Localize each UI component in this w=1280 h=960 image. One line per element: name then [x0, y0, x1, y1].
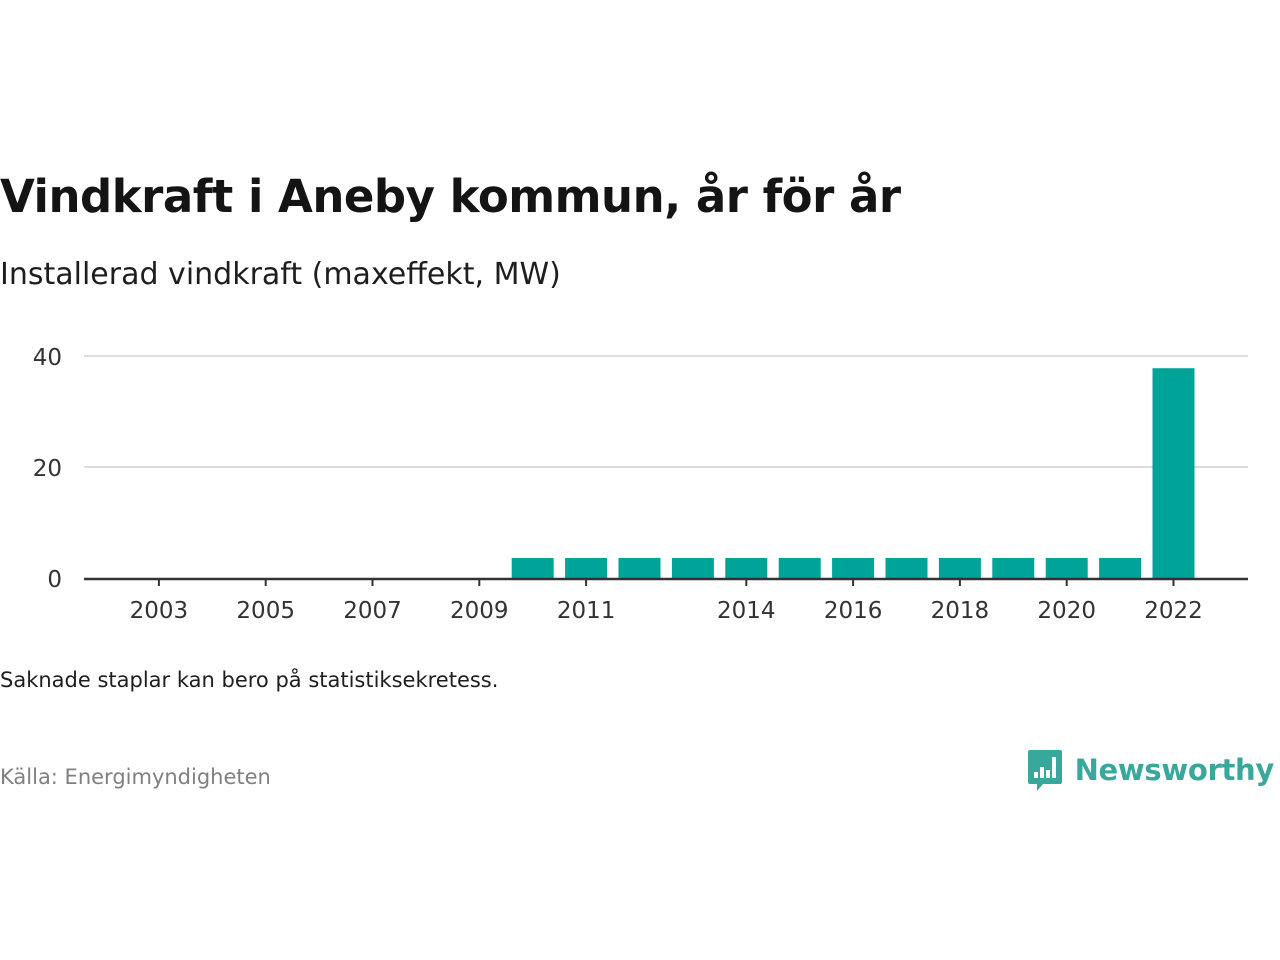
bars — [511, 368, 1195, 578]
bar-2015 — [778, 558, 821, 578]
x-tick-label: 2022 — [1144, 598, 1203, 624]
bar-2014 — [725, 558, 768, 578]
x-tick-label: 2018 — [931, 598, 990, 624]
bar-2021 — [1099, 558, 1142, 578]
chart-subtitle: Installerad vindkraft (maxeffekt, MW) — [0, 257, 561, 292]
x-tick-label: 2016 — [824, 598, 883, 624]
source-label: Källa: Energimyndigheten — [0, 765, 271, 789]
x-tick-label: 2009 — [450, 598, 509, 624]
x-tick-label: 2011 — [557, 598, 616, 624]
x-tick-label: 2020 — [1037, 598, 1096, 624]
x-tick-label: 2003 — [130, 598, 189, 624]
y-tick-label: 20 — [33, 456, 62, 482]
bar-2019 — [992, 558, 1035, 578]
bar-2018 — [938, 558, 981, 578]
newsworthy-logo-icon — [1027, 750, 1062, 791]
x-tick-label: 2005 — [236, 598, 295, 624]
y-axis-ticks: 0 20 40 — [33, 345, 62, 593]
brand-name: Newsworthy — [1074, 753, 1275, 787]
x-tick-label: 2007 — [343, 598, 402, 624]
bar-2012 — [618, 558, 661, 578]
x-tick-label: 2014 — [717, 598, 776, 624]
chart-title: Vindkraft i Aneby kommun, år för år — [0, 170, 901, 223]
bar-2011 — [565, 558, 608, 578]
footnote: Saknade staplar kan bero på statistiksek… — [0, 668, 499, 692]
grid-lines — [84, 355, 1248, 468]
bar-2022 — [1152, 368, 1195, 578]
y-tick-label: 40 — [33, 345, 62, 371]
bar-2017 — [885, 558, 928, 578]
bar-2016 — [832, 558, 875, 578]
bar-2020 — [1045, 558, 1088, 578]
y-tick-label: 0 — [47, 567, 62, 593]
brand-logo: Newsworthy — [1027, 748, 1274, 792]
bar-2010 — [511, 558, 554, 578]
x-axis-ticks: 2003 2005 2007 2009 2011 2014 2016 2018 2020 2022 — [130, 579, 1203, 624]
bar-2013 — [671, 558, 714, 578]
